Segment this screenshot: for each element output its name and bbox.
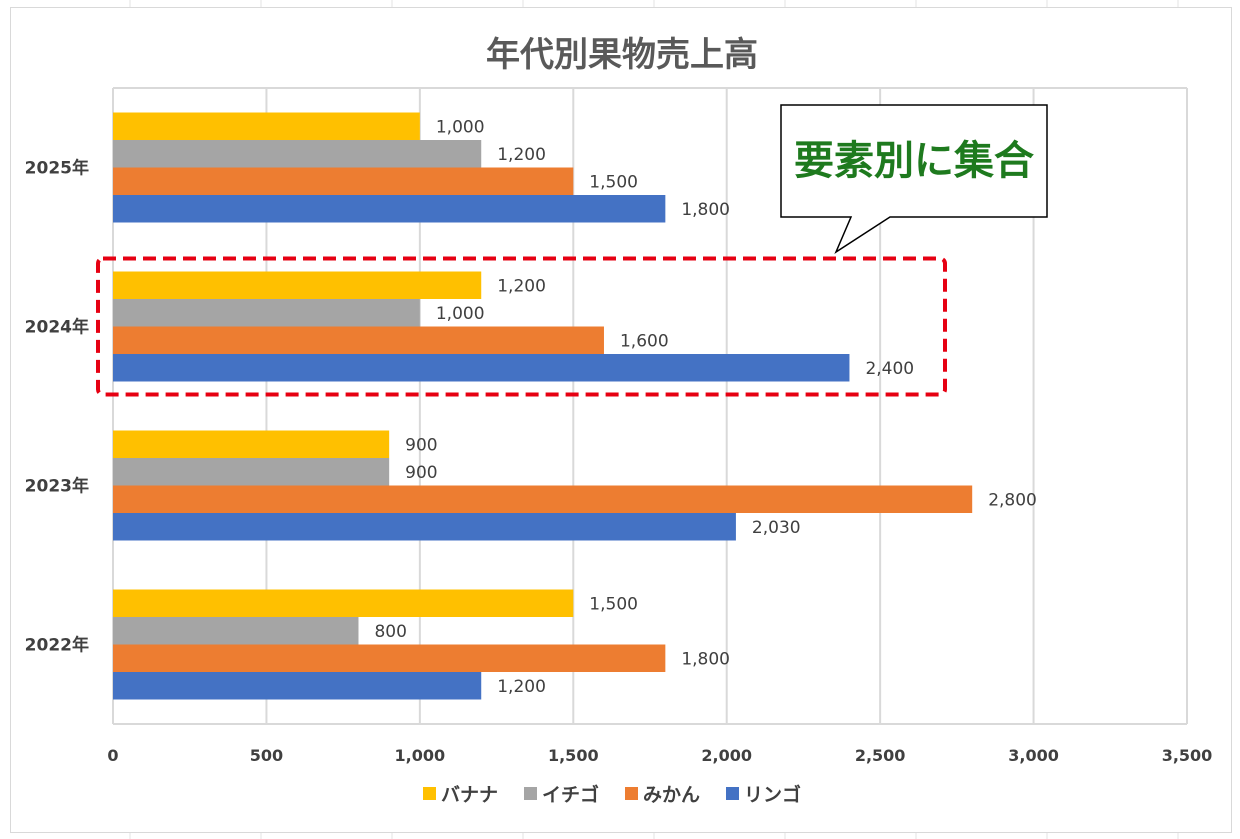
data-label: 900 <box>405 463 437 483</box>
bar <box>113 195 666 223</box>
y-tick-label: 2022年 <box>25 635 89 656</box>
data-label: 1,800 <box>681 200 730 220</box>
bar <box>113 458 390 486</box>
bar-chart: 年代別果物売上高 1,500 800 1,800 1,200 900 900 2,800 2,… <box>25 35 1213 806</box>
bar <box>113 617 359 645</box>
bar <box>113 354 850 382</box>
data-label: 2,800 <box>988 490 1037 510</box>
data-label: 1,500 <box>589 594 638 614</box>
y-axis: 2022年 2023年 2024年 2025年 <box>25 158 89 656</box>
bar <box>113 299 420 327</box>
bar <box>113 485 973 513</box>
data-label: 2,400 <box>865 359 914 379</box>
x-tick-label: 0 <box>107 746 118 765</box>
bar <box>113 513 736 541</box>
data-label: 1,800 <box>681 649 730 669</box>
x-tick-label: 2,500 <box>855 746 906 765</box>
data-label: 1,600 <box>620 331 669 351</box>
legend: バナナ イチゴ みかん リンゴ <box>423 783 801 806</box>
x-tick-label: 2,000 <box>701 746 752 765</box>
legend-label: バナナ <box>441 784 498 806</box>
legend-swatch <box>524 787 537 800</box>
bars <box>113 112 973 700</box>
data-label: 1,500 <box>589 172 638 192</box>
legend-label: イチゴ <box>542 783 599 806</box>
legend-label: リンゴ <box>744 783 801 806</box>
callout: 要素別に集合 <box>780 104 1048 254</box>
y-tick-label: 2023年 <box>25 476 89 497</box>
legend-label: みかん <box>643 784 700 806</box>
legend-swatch <box>625 787 638 800</box>
highlight-group <box>96 256 947 397</box>
bar <box>113 167 574 195</box>
bar <box>113 430 390 458</box>
legend-swatch <box>726 787 739 800</box>
data-label: 1,200 <box>497 677 546 697</box>
x-tick-label: 500 <box>250 746 283 765</box>
bar <box>113 326 604 354</box>
data-label: 900 <box>405 435 437 455</box>
data-label: 1,000 <box>436 117 485 137</box>
data-label: 1,200 <box>497 276 546 296</box>
data-label: 1,200 <box>497 145 546 165</box>
x-tick-label: 3,000 <box>1008 746 1059 765</box>
data-label: 2,030 <box>752 518 801 538</box>
bar <box>113 589 574 617</box>
y-tick-label: 2025年 <box>25 158 89 179</box>
bar <box>113 271 482 299</box>
bar <box>113 672 482 700</box>
callout-shape <box>780 104 1048 254</box>
x-tick-label: 1,500 <box>548 746 599 765</box>
x-axis: 0 500 1,000 1,500 2,000 2,500 3,000 3,500 <box>107 746 1212 765</box>
x-tick-label: 1,000 <box>395 746 446 765</box>
data-label: 1,000 <box>436 304 485 324</box>
data-labels: 1,500 800 1,800 1,200 900 900 2,800 2,030 1,200 1… <box>374 117 1036 697</box>
bar <box>113 644 666 672</box>
chart-title: 年代別果物売上高 <box>486 35 758 75</box>
x-tick-label: 3,500 <box>1162 746 1213 765</box>
callout-text: 要素別に集合 <box>794 138 1034 184</box>
bar <box>113 112 420 140</box>
highlight-box <box>96 256 947 397</box>
legend-swatch <box>423 787 436 800</box>
y-tick-label: 2024年 <box>25 317 89 338</box>
chart-area[interactable]: 年代別果物売上高 1,500 800 1,800 1,200 900 900 2,800 2,… <box>10 7 1232 833</box>
bar <box>113 140 482 168</box>
data-label: 800 <box>374 622 406 642</box>
